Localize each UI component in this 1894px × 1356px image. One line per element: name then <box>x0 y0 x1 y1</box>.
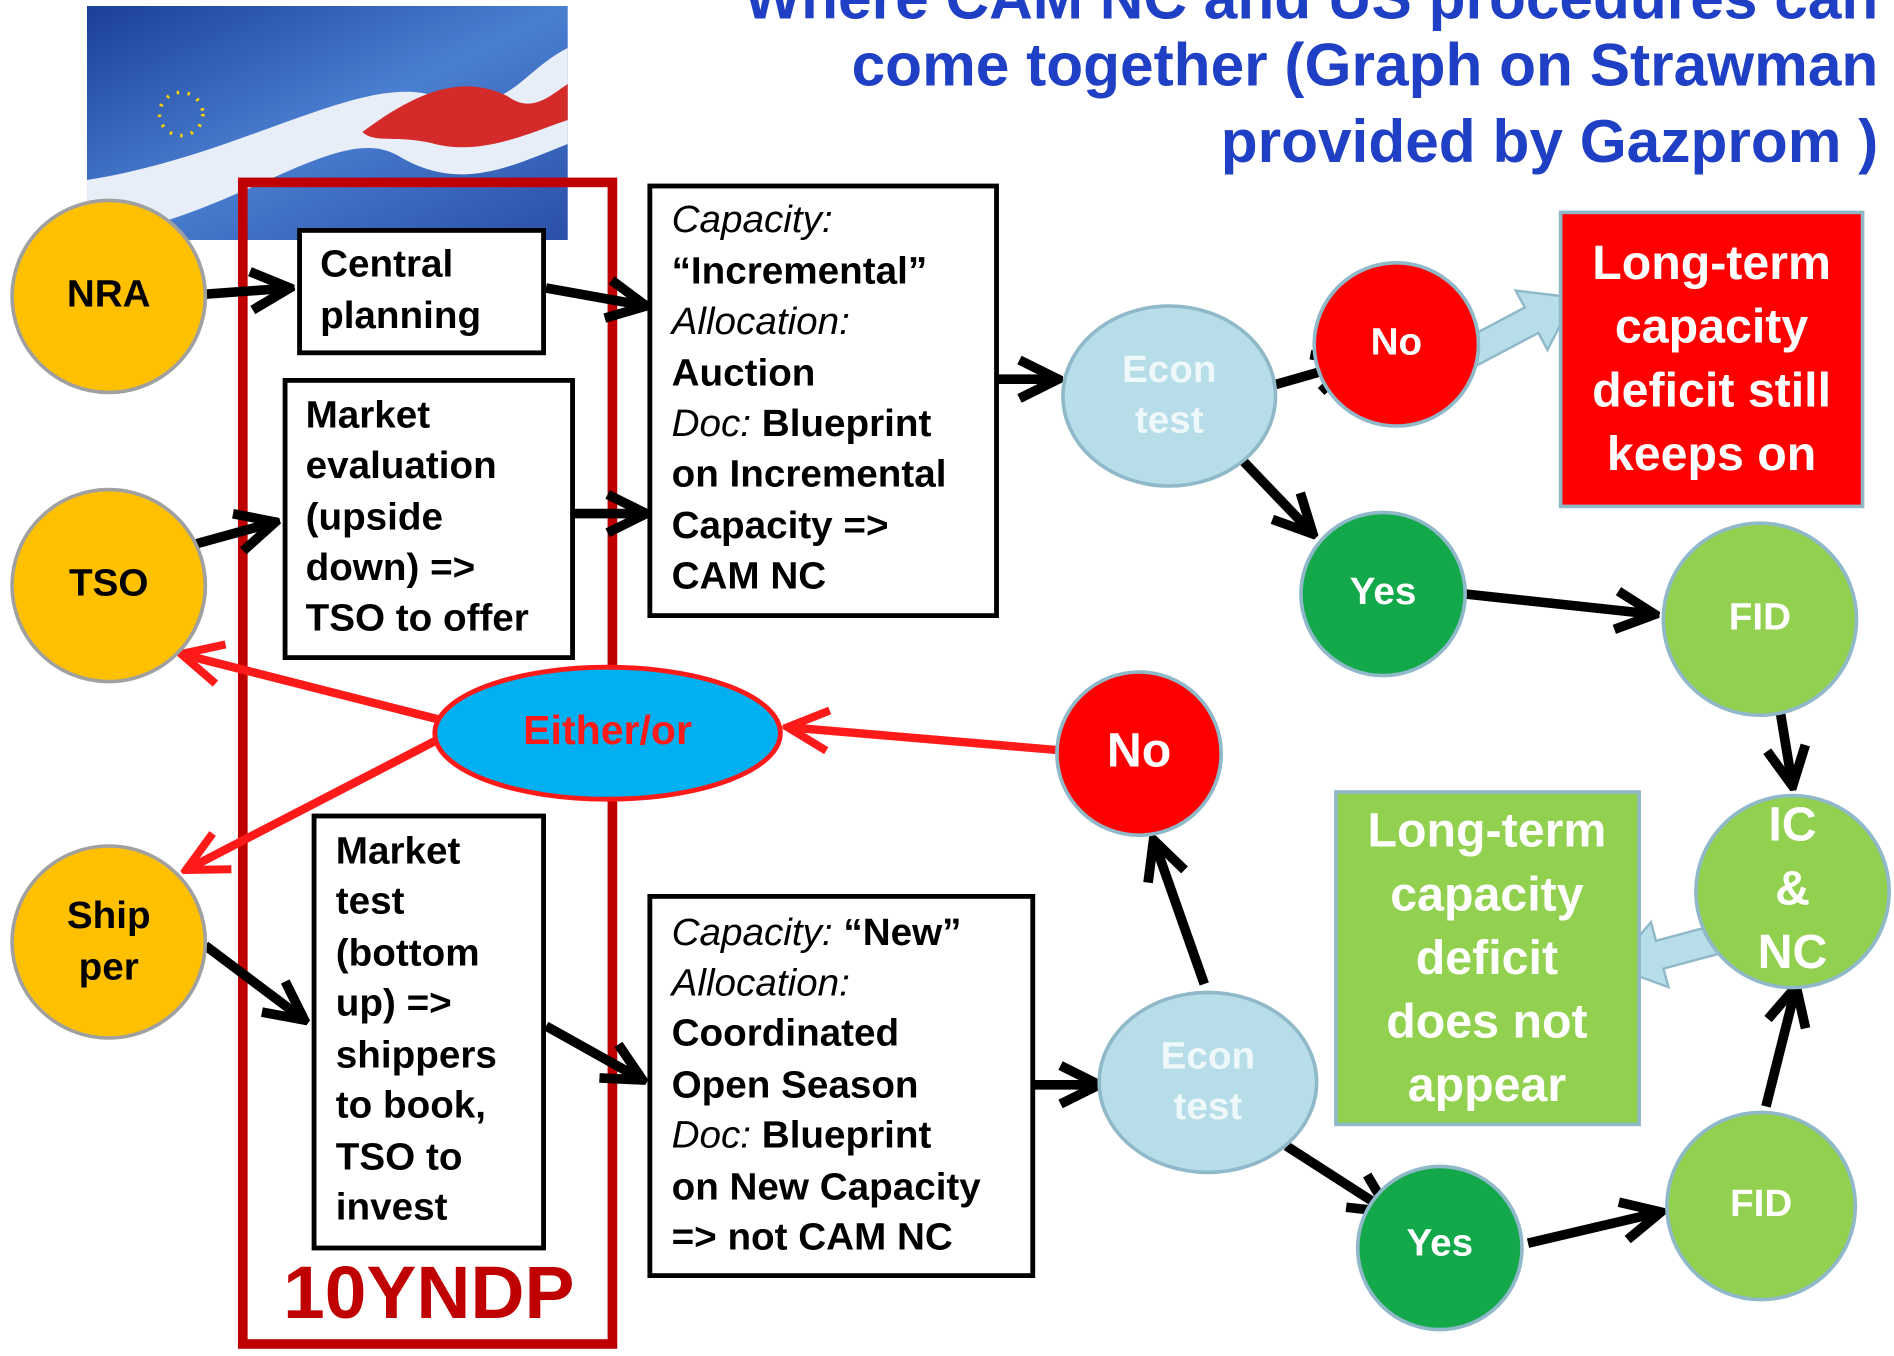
decision: Either/or <box>435 667 780 799</box>
outcome-line: keeps on <box>1607 427 1816 481</box>
node-label: test <box>1174 1085 1243 1128</box>
actor-label: TSO <box>69 562 148 605</box>
box-line: up) => <box>336 982 452 1025</box>
node-label: & <box>1775 861 1810 915</box>
box-segment: Doc: <box>672 1114 751 1157</box>
box-line: CAM NC <box>672 555 827 598</box>
box-line: Market <box>306 394 431 437</box>
node-label: test <box>1135 399 1204 442</box>
box-segment: Blueprint <box>751 402 931 445</box>
box-line: Allocation: <box>670 300 850 343</box>
outcome-line: Long-term <box>1368 804 1607 858</box>
diagram: Where CAM NC and US procedures can come … <box>0 0 1894 1356</box>
node-label: Yes <box>1350 570 1417 613</box>
actor-label: per <box>79 946 139 989</box>
box-line: evaluation <box>306 444 497 487</box>
box-line: Capacity: <box>672 198 833 241</box>
box-line: down) => <box>306 546 476 589</box>
title-line: Where CAM NC and US procedures can <box>744 0 1878 31</box>
box-segment: Blueprint <box>751 1114 931 1157</box>
actor-label: NRA <box>67 273 151 316</box>
node-label: IC <box>1768 798 1816 852</box>
box-line: invest <box>336 1186 448 1229</box>
box-line: planning <box>320 294 481 337</box>
box-line: TSO to offer <box>306 597 529 640</box>
box-line: Capacity: “New” <box>672 911 962 954</box>
box-segment: Capacity: <box>672 911 833 954</box>
box-line: to book, <box>336 1084 486 1127</box>
frame-label: 10YNDP <box>283 1250 574 1334</box>
box-line: shippers <box>336 1033 497 1076</box>
box-line: “Incremental” <box>672 250 928 293</box>
node-label: Econ <box>1161 1035 1255 1078</box>
box-line: test <box>336 880 405 923</box>
actors: NRA TSO Ship per <box>12 200 205 1038</box>
outcome-line: capacity <box>1390 867 1584 921</box>
box-line: Central <box>320 243 453 286</box>
outcome-line: does not <box>1386 995 1587 1049</box>
box-line: Allocation: <box>670 961 850 1004</box>
box-line: TSO to <box>336 1135 463 1178</box>
box-line: Coordinated <box>672 1012 900 1055</box>
title-line: provided by Gazprom ) <box>1221 108 1879 175</box>
title: Where CAM NC and US procedures can come … <box>744 0 1878 175</box>
box-line: Open Season <box>672 1063 919 1106</box>
node-label: Econ <box>1122 348 1216 391</box>
box-line: on Incremental <box>672 453 947 496</box>
outcome-line: capacity <box>1615 300 1809 354</box>
node-label: FID <box>1729 595 1791 638</box>
box-line: Auction <box>672 352 816 395</box>
outcome-line: Long-term <box>1592 236 1831 290</box>
box-line: (upside <box>306 496 443 539</box>
page: Where CAM NC and US procedures can come … <box>0 0 1894 1356</box>
node-label: NC <box>1758 925 1828 979</box>
node-label: FID <box>1730 1182 1792 1225</box>
node-label: Yes <box>1407 1222 1474 1265</box>
box-line: => not CAM NC <box>672 1216 953 1259</box>
outcome-line: appear <box>1408 1058 1566 1112</box>
decision-label: Either/or <box>523 707 692 753</box>
box-segment: “New” <box>833 911 962 954</box>
outcome-line: deficit still <box>1592 363 1831 417</box>
node-label: No <box>1107 723 1171 777</box>
box-segment: Doc: <box>672 402 751 445</box>
actor-label: Ship <box>67 894 151 937</box>
logo <box>87 6 568 240</box>
box-line: on New Capacity <box>672 1165 982 1208</box>
title-line: come together (Graph on Strawman <box>852 32 1879 99</box>
box-line: (bottom <box>336 931 480 974</box>
node-label: No <box>1371 321 1423 364</box>
outcome-line: deficit <box>1416 931 1558 985</box>
box-line: Market <box>336 829 461 872</box>
box-line: Doc: Blueprint <box>672 402 932 445</box>
box-line: Doc: Blueprint <box>672 1114 932 1157</box>
box-line: Capacity => <box>672 504 889 547</box>
